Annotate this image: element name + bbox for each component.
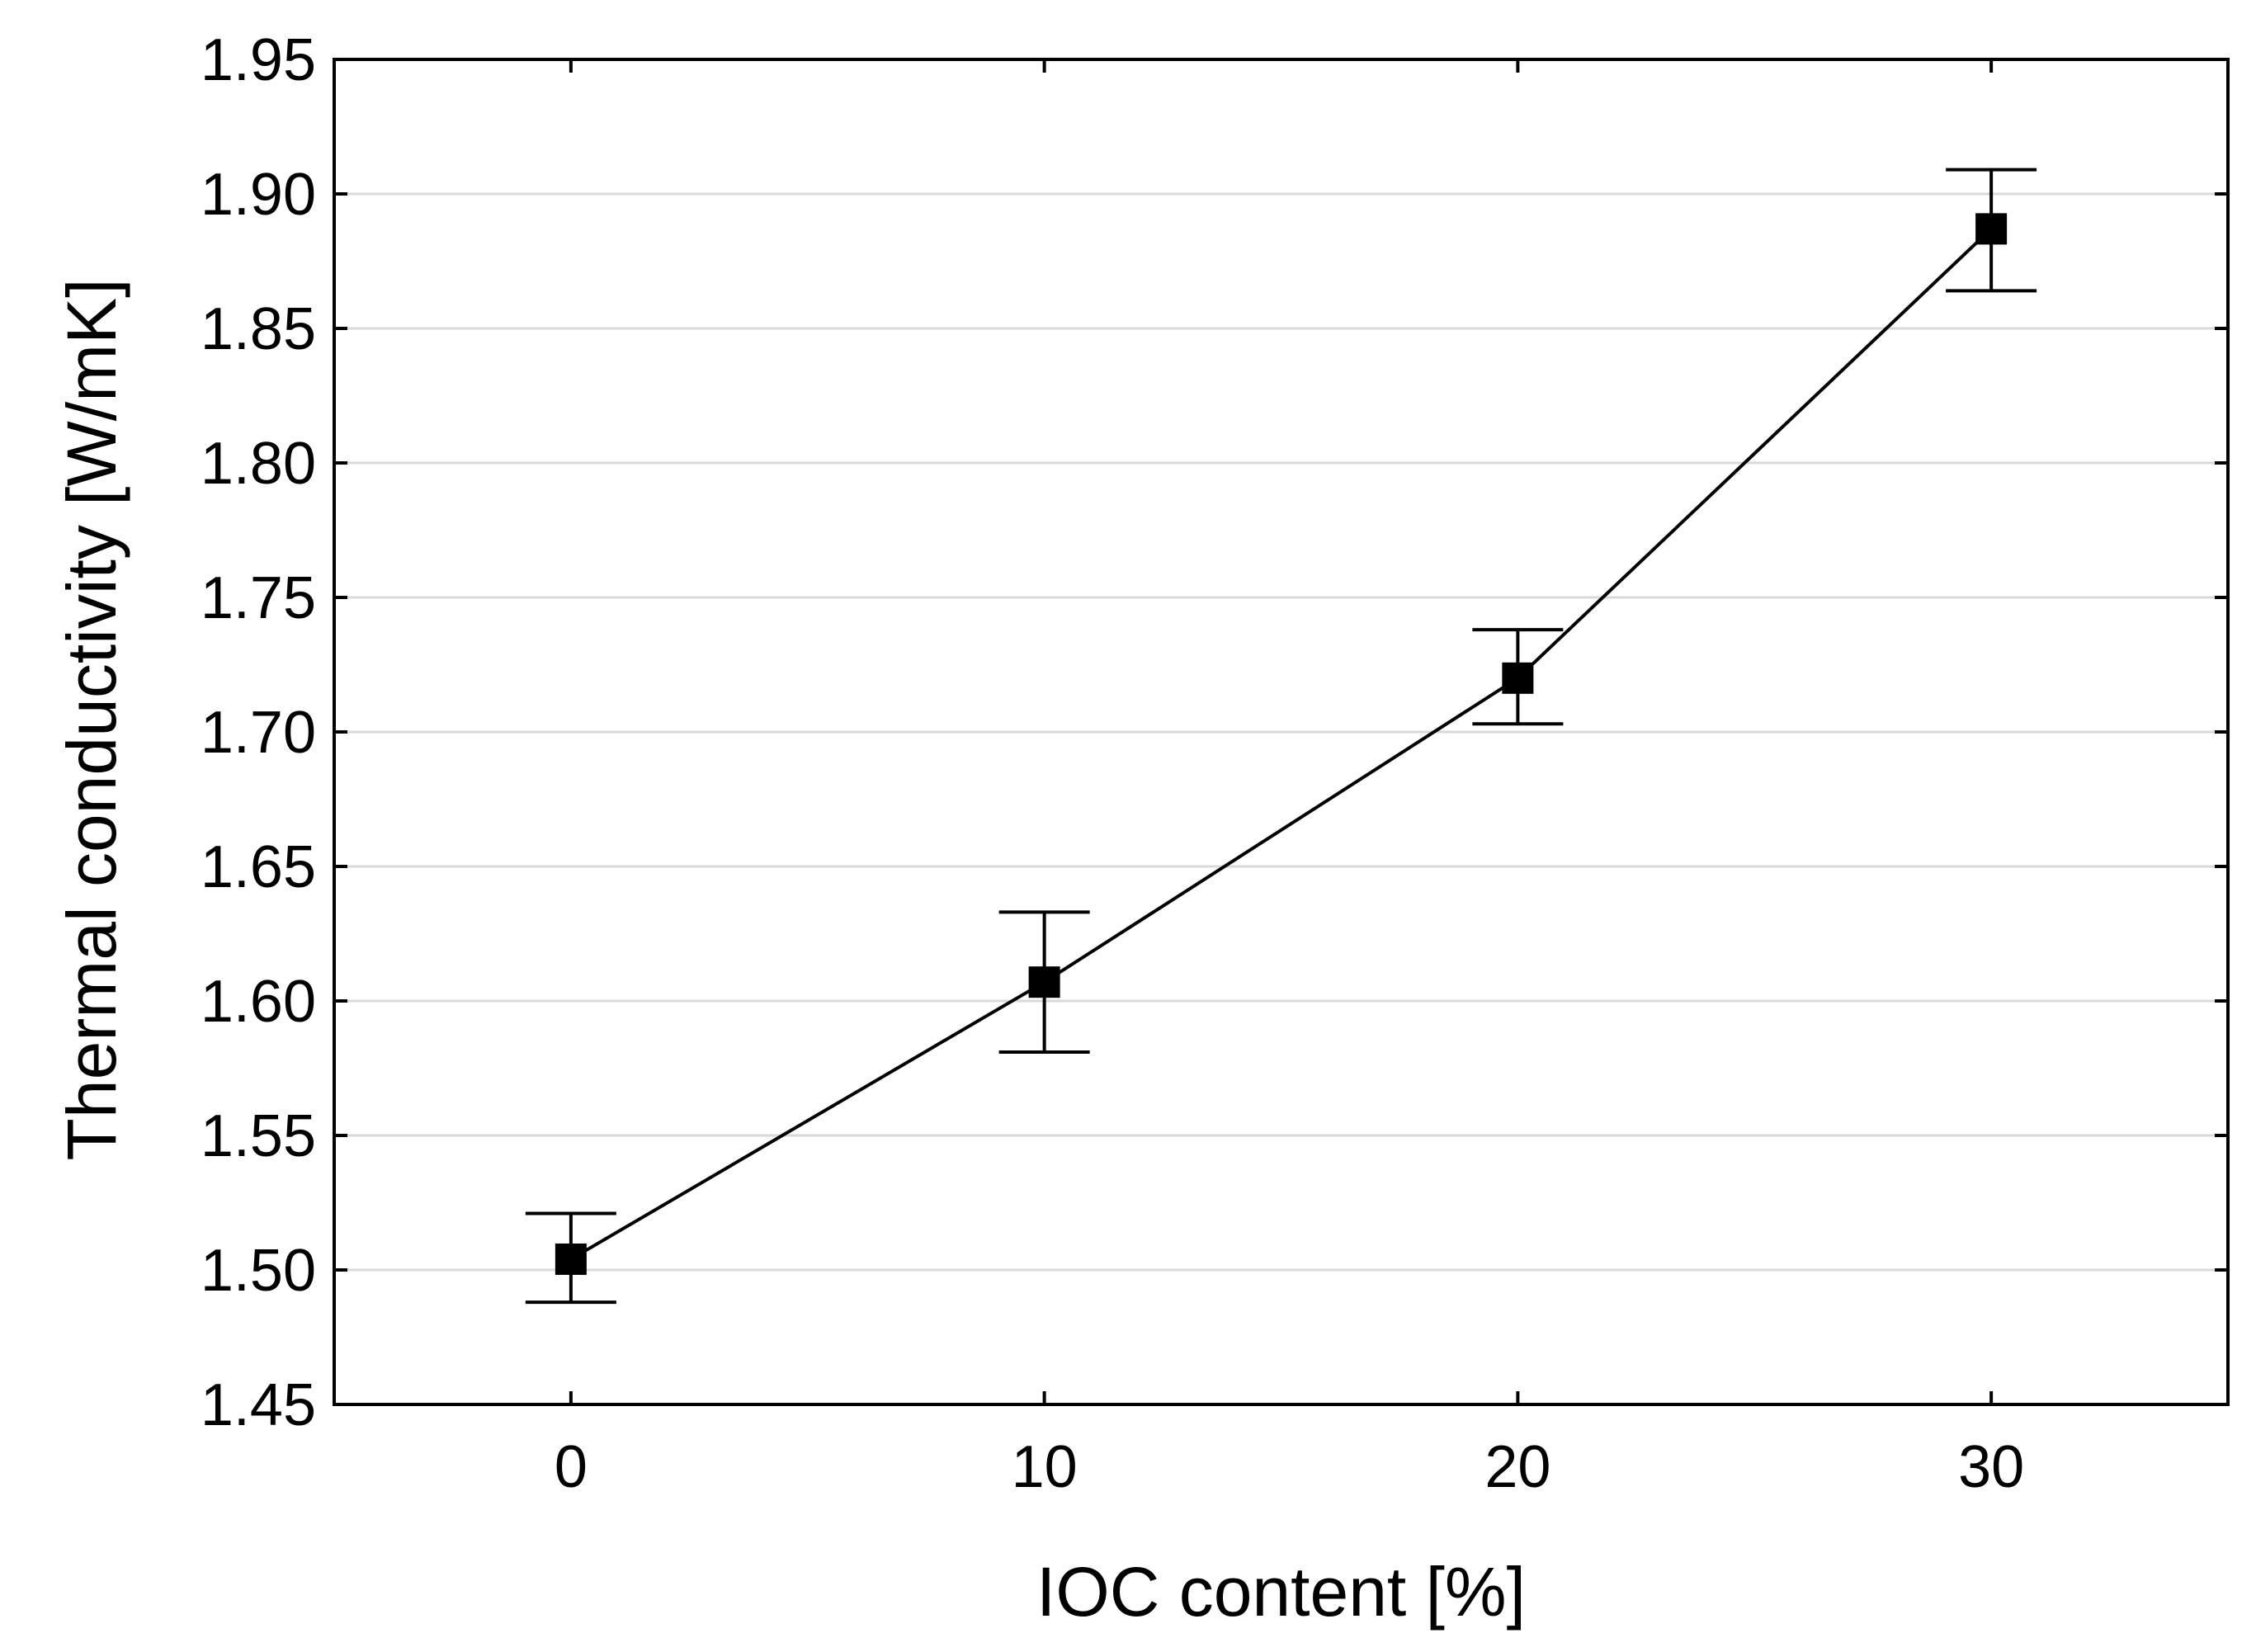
y-axis-tick-labels: 1.45 1.50 1.55 1.60 1.65 1.70 1.75 1.80 1.85 1.90…: [201, 27, 316, 1438]
x-tick-label: 0: [555, 1434, 588, 1500]
grid-lines: [334, 192, 2228, 1272]
data-point: [555, 1243, 587, 1275]
y-tick-label: 1.50: [201, 1238, 316, 1304]
y-tick-label: 1.80: [201, 431, 316, 497]
y-tick-label: 1.45: [201, 1372, 316, 1438]
series: [525, 168, 2037, 1305]
y-tick-label: 1.65: [201, 834, 316, 900]
y-axis-title: Thermal conductivity [W/mK]: [53, 279, 130, 1161]
x-tick-label: 30: [1958, 1434, 2024, 1500]
x-axis-tick-labels: 0 10 20 30: [555, 1434, 2024, 1500]
y-tick-label: 1.90: [201, 162, 316, 228]
series-line: [569, 227, 1993, 1261]
x-axis-title: IOC content [%]: [1036, 1553, 1526, 1631]
data-point: [1502, 662, 1534, 694]
y-tick-label: 1.85: [201, 296, 316, 362]
x-tick-label: 10: [1012, 1434, 1078, 1500]
data-point: [1028, 966, 1060, 998]
y-tick-label: 1.75: [201, 565, 316, 631]
y-tick-label: 1.60: [201, 969, 316, 1035]
y-tick-label: 1.70: [201, 700, 316, 766]
y-tick-label: 1.95: [201, 27, 316, 93]
data-point: [1975, 213, 2008, 245]
y-tick-label: 1.55: [201, 1103, 316, 1169]
axis-ticks: [334, 58, 2228, 1406]
x-tick-label: 20: [1484, 1434, 1550, 1500]
